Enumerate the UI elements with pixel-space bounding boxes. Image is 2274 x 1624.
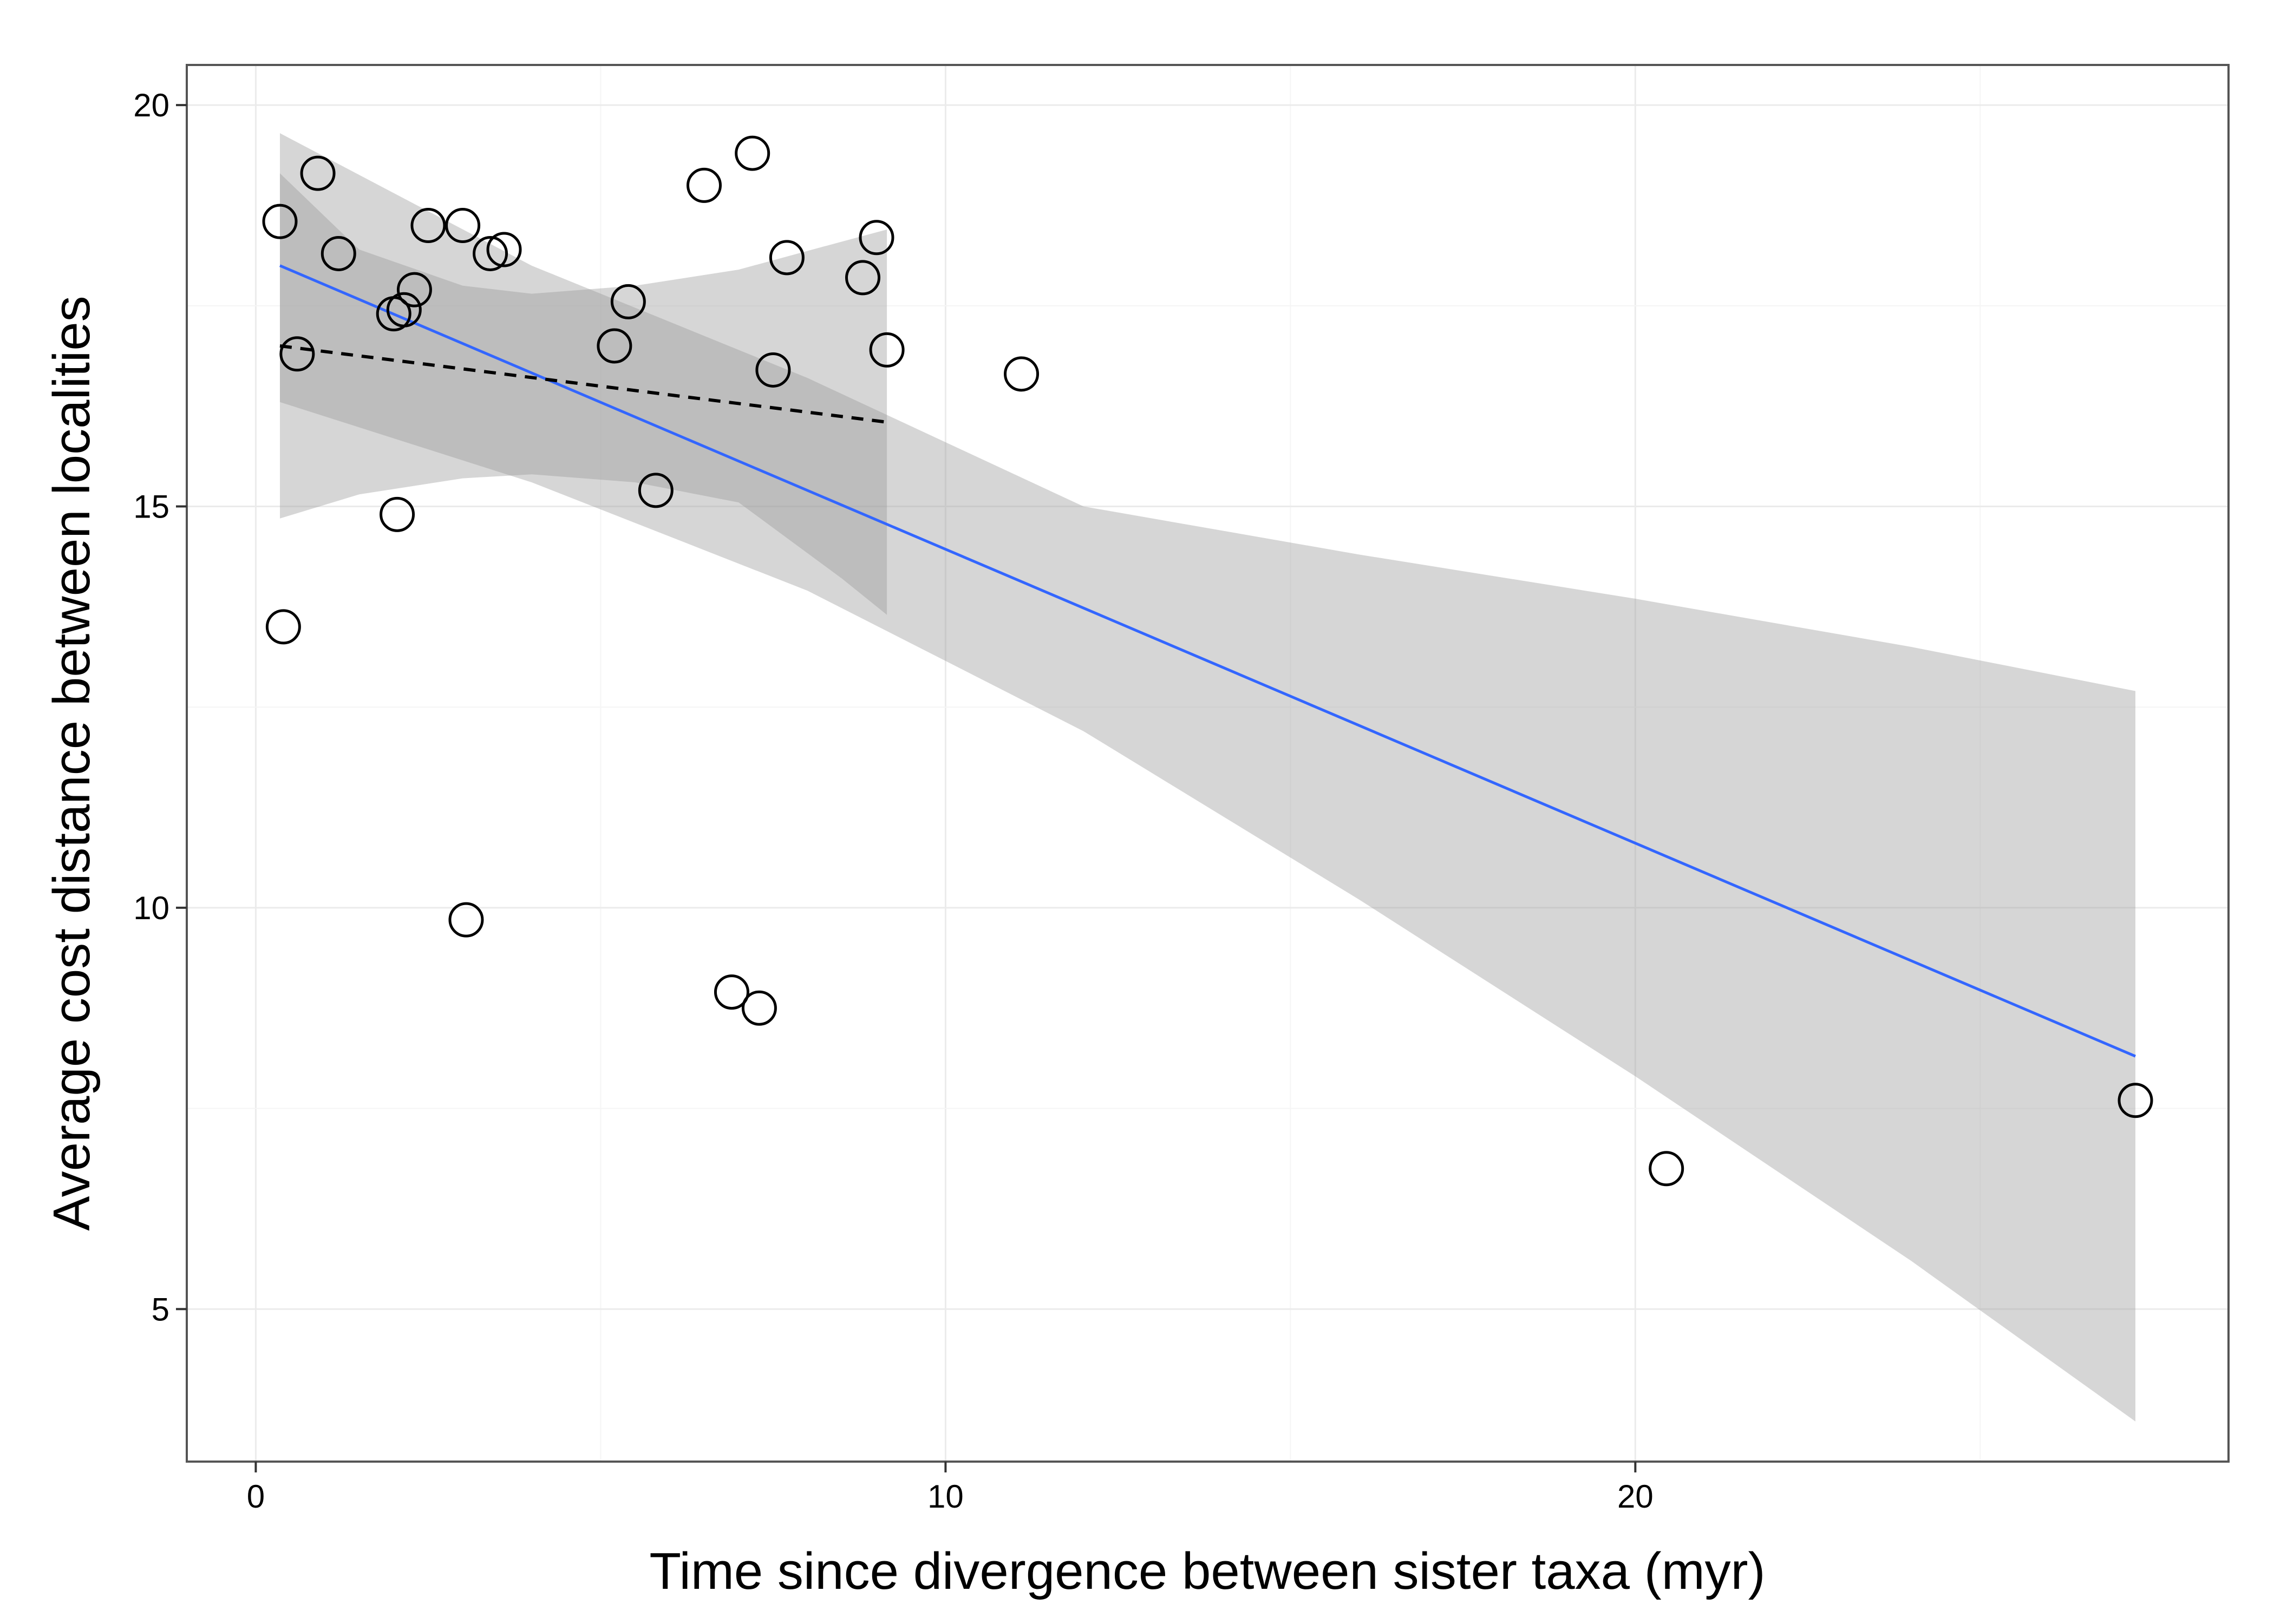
data-point bbox=[638, 473, 674, 508]
grid-lines bbox=[187, 65, 2229, 1462]
data-point bbox=[735, 135, 770, 171]
confidence-band-1 bbox=[279, 133, 2136, 1422]
data-point bbox=[869, 332, 905, 368]
y-axis-ticks: 5 10 15 20 bbox=[133, 87, 187, 1327]
y-tick-label: 20 bbox=[133, 87, 169, 123]
y-tick-label: 15 bbox=[133, 489, 169, 525]
data-point bbox=[300, 155, 336, 191]
x-tick-label: 10 bbox=[927, 1478, 964, 1515]
data-points bbox=[262, 135, 2153, 1187]
confidence-bands bbox=[279, 133, 2136, 1422]
data-point bbox=[380, 496, 415, 532]
data-point bbox=[321, 235, 356, 271]
linear-fit-line bbox=[279, 264, 2136, 1058]
data-point bbox=[486, 232, 522, 267]
data-point bbox=[262, 204, 298, 239]
data-point bbox=[445, 208, 481, 244]
data-point bbox=[265, 609, 301, 645]
data-point bbox=[845, 260, 881, 296]
data-point bbox=[686, 167, 722, 203]
y-tick-label: 10 bbox=[133, 890, 169, 926]
y-axis-title: Average cost distance between localities bbox=[43, 296, 101, 1230]
y-tick-label: 5 bbox=[152, 1291, 169, 1327]
data-point bbox=[755, 352, 791, 388]
data-point bbox=[386, 292, 422, 328]
x-axis-title: Time since divergence between sister tax… bbox=[649, 1542, 1765, 1600]
data-point bbox=[1004, 356, 1040, 392]
data-point bbox=[448, 902, 484, 938]
data-point bbox=[473, 235, 508, 271]
x-tick-label: 20 bbox=[1617, 1478, 1654, 1515]
data-point bbox=[610, 284, 646, 319]
data-point bbox=[597, 328, 632, 364]
data-point bbox=[279, 336, 315, 372]
data-point bbox=[410, 208, 446, 244]
data-point bbox=[769, 240, 805, 276]
data-point bbox=[741, 990, 777, 1026]
data-point bbox=[714, 974, 749, 1010]
x-axis-ticks: 0 10 20 bbox=[247, 1462, 1654, 1515]
data-point bbox=[1649, 1151, 1684, 1187]
plot-panel-border bbox=[186, 64, 2230, 1463]
fit-lines bbox=[279, 264, 2136, 1058]
data-point bbox=[396, 272, 432, 307]
data-point bbox=[2118, 1083, 2153, 1118]
data-point bbox=[859, 220, 894, 256]
x-tick-label: 0 bbox=[247, 1478, 265, 1515]
